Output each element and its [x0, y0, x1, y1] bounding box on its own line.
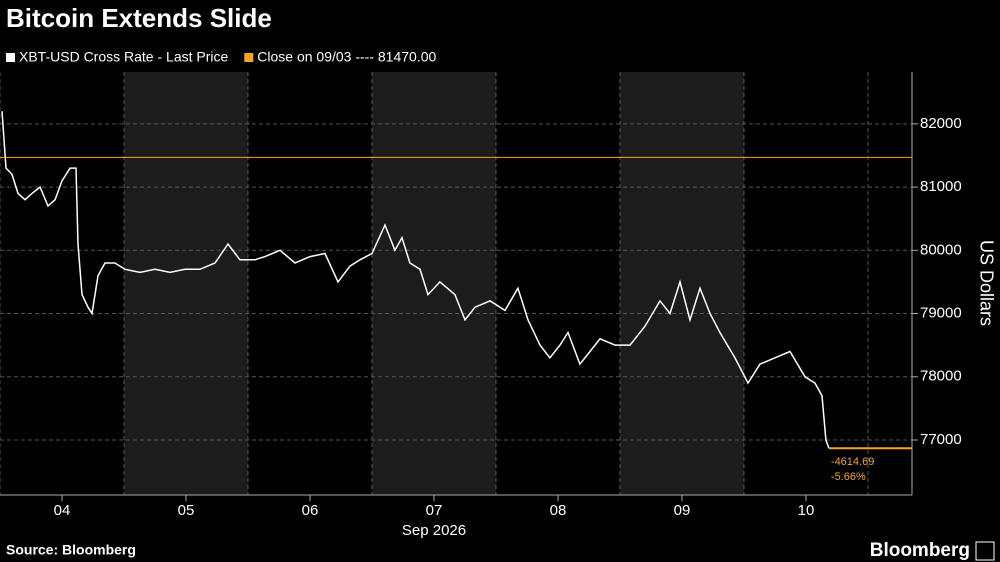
x-tick-label: 09 — [674, 502, 691, 519]
day-band — [371, 72, 496, 495]
y-tick-label: 77000 — [920, 431, 962, 448]
annotation: -4614.69 — [831, 456, 874, 468]
chart-title: Bitcoin Extends Slide — [6, 3, 272, 33]
price-line — [1, 111, 830, 449]
y-tick-label: 80000 — [920, 241, 962, 258]
legend-swatch — [6, 53, 15, 62]
x-tick-label: 04 — [54, 502, 71, 519]
y-tick-label: 78000 — [920, 368, 962, 385]
x-tick-label: 05 — [178, 502, 195, 519]
y-axis-label: US Dollars — [976, 240, 996, 326]
y-tick-label: 79000 — [920, 305, 962, 322]
annotation: -5.66% — [831, 471, 866, 483]
source: Source: Bloomberg — [6, 542, 136, 558]
y-tick-label: 81000 — [920, 178, 962, 195]
day-band — [123, 72, 248, 495]
x-tick-label: 07 — [426, 502, 443, 519]
x-tick-label: 06 — [302, 502, 319, 519]
legend-swatch — [244, 53, 254, 62]
legend-label: XBT-USD Cross Rate - Last Price — [19, 49, 228, 65]
y-tick-label: 82000 — [920, 115, 962, 132]
day-band — [619, 72, 744, 495]
brand-icon — [975, 541, 995, 561]
x-tick-label: 10 — [798, 502, 815, 519]
legend-label: Close on 09/03 ---- 81470.00 — [257, 49, 436, 65]
brand: Bloomberg — [870, 540, 970, 561]
x-tick-label: 08 — [550, 502, 567, 519]
x-axis-label: Sep 2026 — [402, 522, 466, 539]
